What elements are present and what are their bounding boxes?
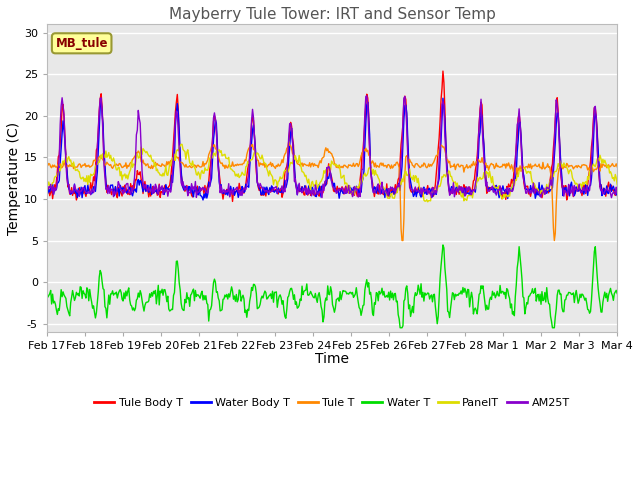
Y-axis label: Temperature (C): Temperature (C) <box>7 121 21 235</box>
X-axis label: Time: Time <box>315 352 349 366</box>
Legend: Tule Body T, Water Body T, Tule T, Water T, PanelT, AM25T: Tule Body T, Water Body T, Tule T, Water… <box>90 394 574 412</box>
Title: Mayberry Tule Tower: IRT and Sensor Temp: Mayberry Tule Tower: IRT and Sensor Temp <box>168 7 495 22</box>
Text: MB_tule: MB_tule <box>56 37 108 50</box>
